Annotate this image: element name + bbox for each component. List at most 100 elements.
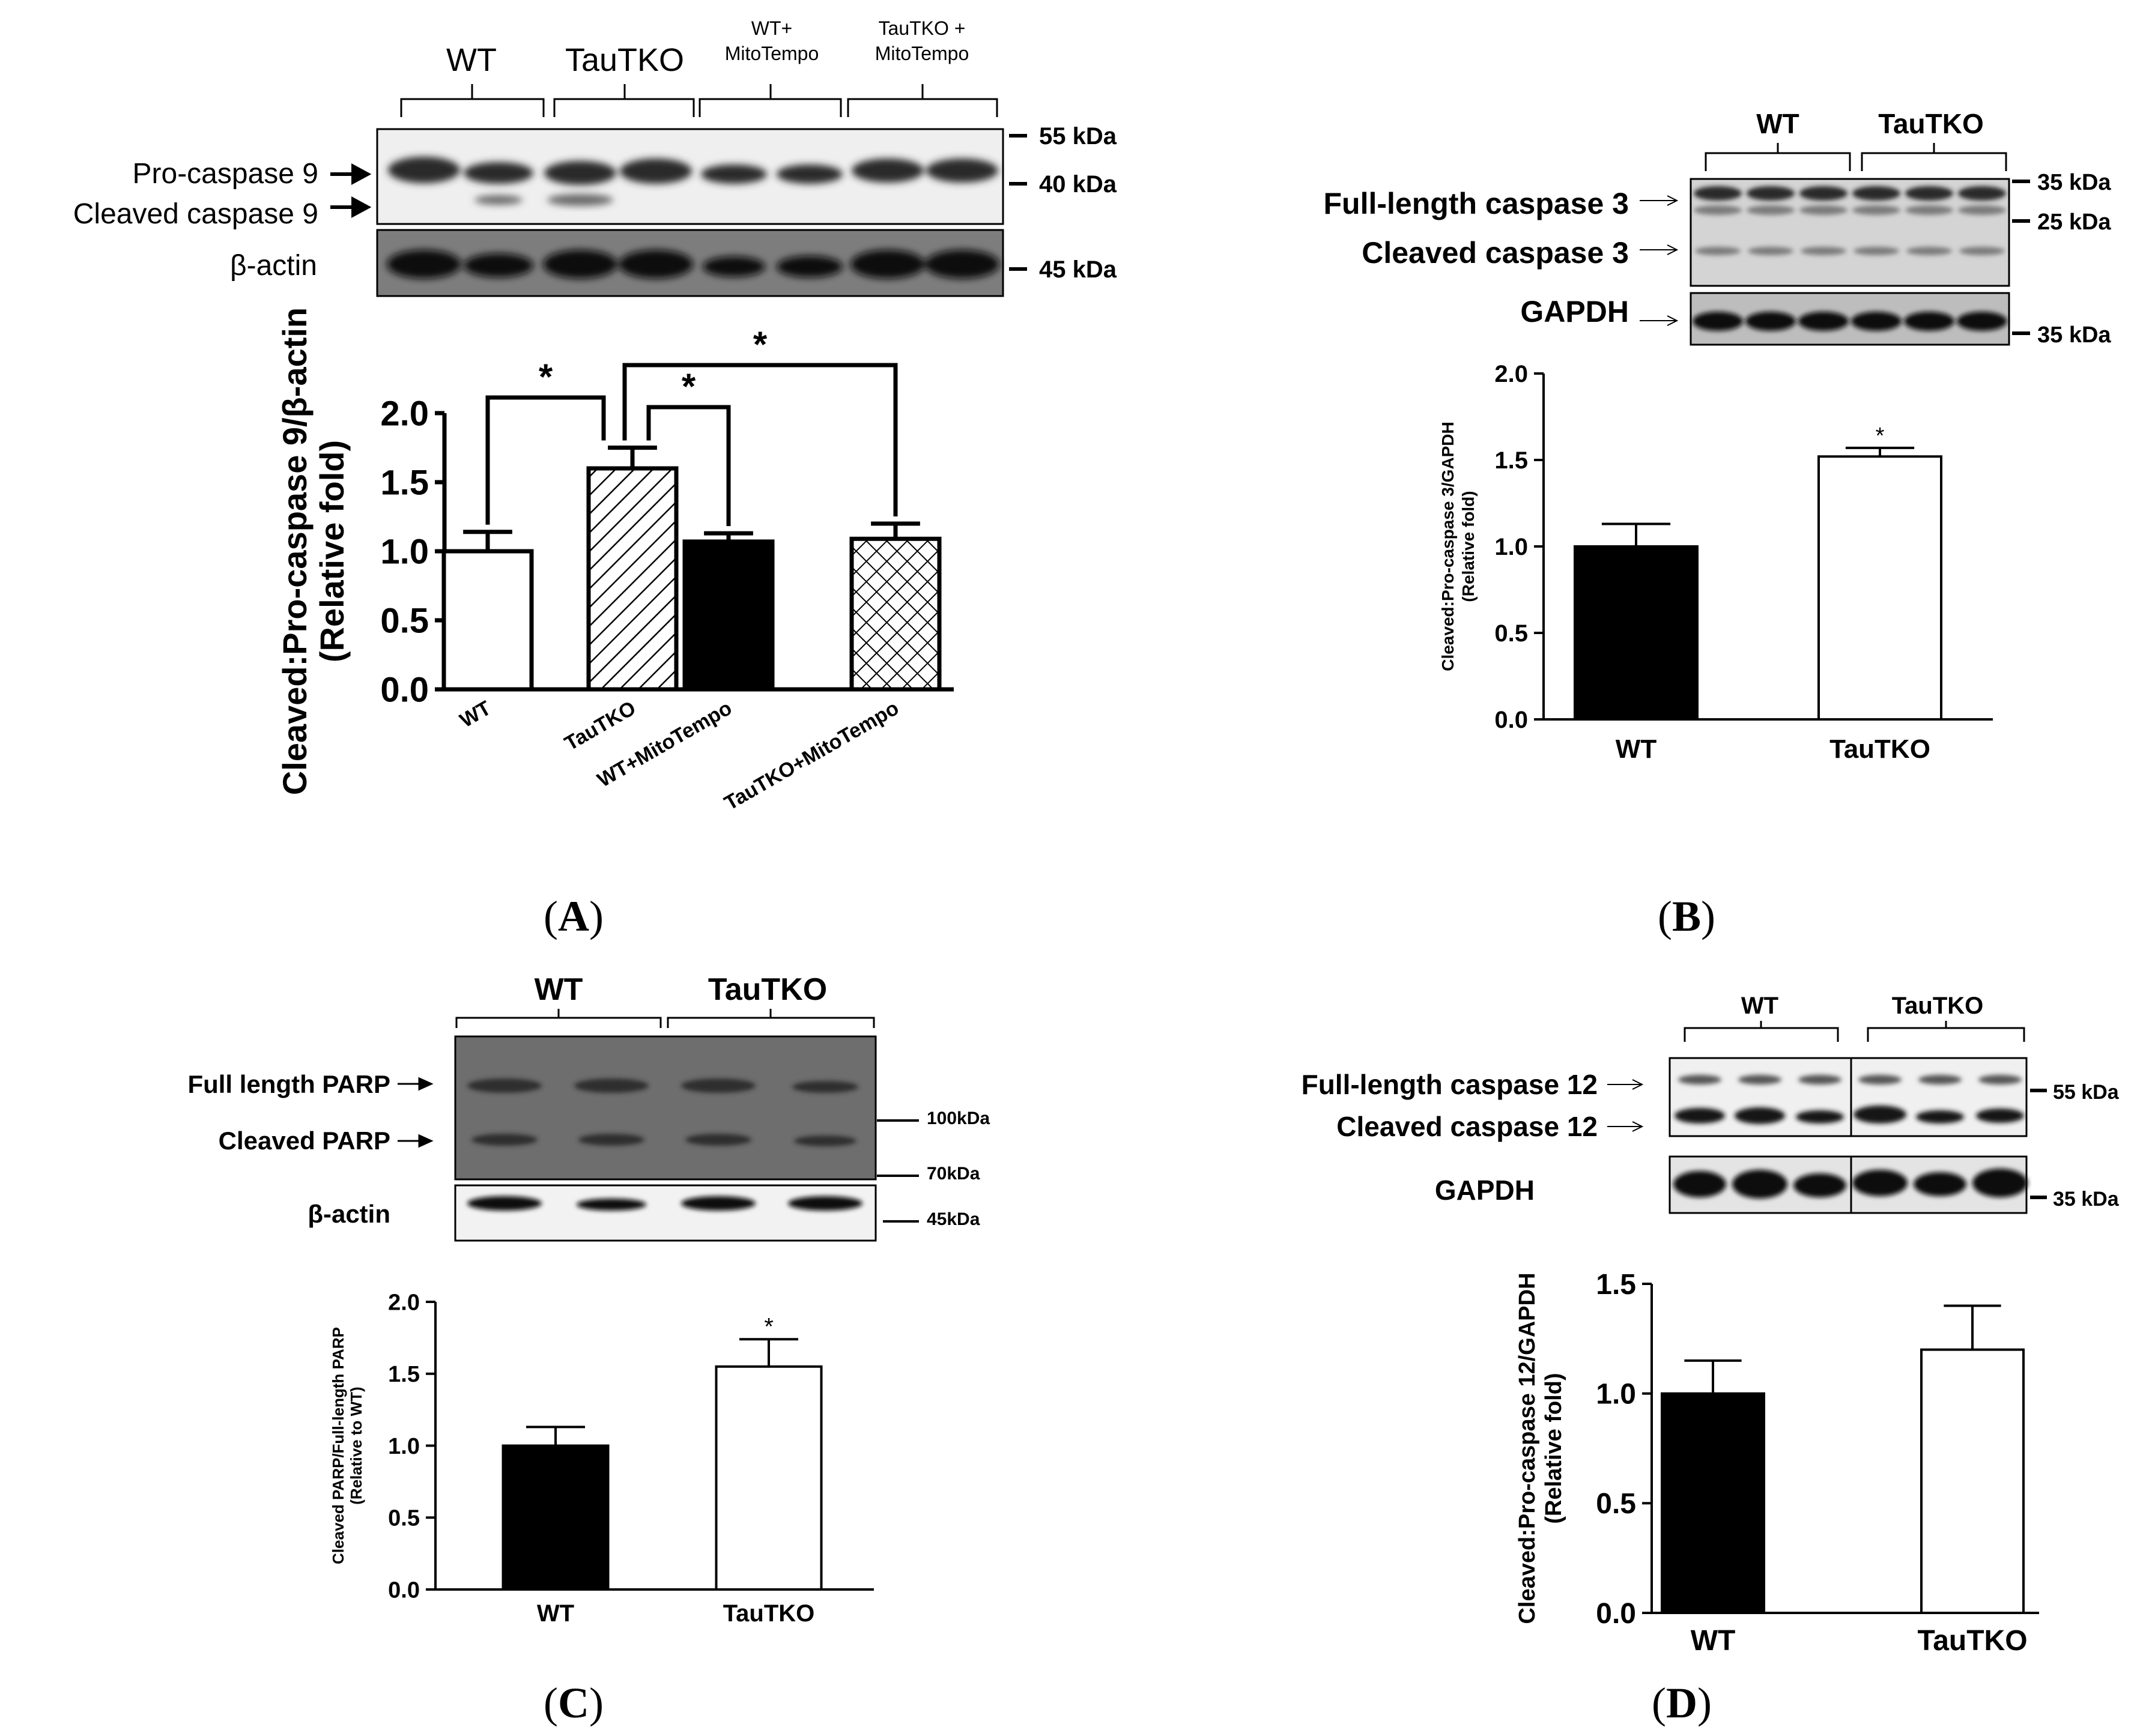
bar-wt xyxy=(441,549,534,692)
significance-bracket xyxy=(485,395,606,525)
group-label-tautko: TauTKO xyxy=(565,42,684,78)
label-full-length-parp: Full length PARP xyxy=(187,1070,390,1098)
bar-wt xyxy=(1574,545,1699,721)
blot-gapdh-d xyxy=(1669,1155,2028,1214)
y-axis-label: Cleaved PARP/Full-length PARP xyxy=(329,1327,347,1564)
y-axis-label: (Relative to WT) xyxy=(347,1387,365,1504)
label-full-length-caspase3: Full-length caspase 3 xyxy=(1324,187,1629,220)
caspase9-bands xyxy=(388,157,998,185)
panel-letter-d: (D) xyxy=(1652,1679,1712,1727)
y-tick-label: 0.0 xyxy=(1494,707,1528,733)
y-tick-label: 2.0 xyxy=(388,1290,420,1315)
y-tick-label: 0.5 xyxy=(380,601,429,640)
actin-bands-c xyxy=(467,1196,862,1211)
parp-bands xyxy=(467,1078,858,1146)
actin-bands-a xyxy=(387,250,999,279)
category-label: TauTKO xyxy=(1917,1625,2027,1657)
category-label: WT xyxy=(456,697,495,732)
y-axis-label: (Relative fold) xyxy=(1541,1373,1566,1523)
label-pro-caspase9: Pro-caspase 9 xyxy=(133,158,319,190)
y-tick-label: 0.5 xyxy=(1596,1488,1636,1520)
gapdh-bands-d xyxy=(1673,1169,2028,1199)
y-tick-label: 0.5 xyxy=(388,1506,420,1531)
bar-wt-mitotempo xyxy=(682,539,775,692)
marker-35kda-d: 35 kDa xyxy=(2053,1188,2120,1211)
label-cleaved-caspase12: Cleaved caspase 12 xyxy=(1336,1111,1598,1142)
significance-star: * xyxy=(539,357,553,397)
y-axis-label: Cleaved:Pro-caspase 9/β-actin xyxy=(276,307,314,795)
chart-c: 0.0 0.5 1.0 1.5 2.0 Cleaved PARP/Full-length … xyxy=(329,1290,874,1627)
y-tick-label: 0.0 xyxy=(388,1577,420,1603)
label-actin-c: β-actin xyxy=(308,1200,390,1228)
significance-star: * xyxy=(682,366,696,407)
y-axis-label: (Relative fold) xyxy=(1459,491,1478,602)
significance-star: * xyxy=(753,324,768,364)
bar-wt xyxy=(1661,1392,1765,1615)
y-tick-label: 1.0 xyxy=(388,1434,420,1459)
marker-55kda-d: 55 kDa xyxy=(2053,1081,2120,1104)
panel-letter-b: (B) xyxy=(1658,892,1715,940)
significance-bracket xyxy=(646,405,731,527)
y-tick-label: 1.5 xyxy=(380,463,429,502)
bar-tautko xyxy=(586,466,679,692)
group-label-tautko-mitotempo: TauTKO + MitoTempo xyxy=(875,17,969,64)
group-label-tautko-c: TauTKO xyxy=(708,972,827,1007)
gapdh-bands-b xyxy=(1693,312,2007,331)
chart-b: 0.0 0.5 1.0 1.5 2.0 Cleaved:Pro-caspase 3/GAP… xyxy=(1438,361,1993,764)
group-label-tautko-b: TauTKO xyxy=(1878,108,1983,139)
group-brackets xyxy=(400,84,998,117)
marker-25kda-b: 25 kDa xyxy=(2037,210,2111,235)
group-label-wt-d: WT xyxy=(1741,993,1778,1019)
significance-star: * xyxy=(764,1313,774,1340)
group-label-wt-b: WT xyxy=(1756,108,1799,139)
caspase12-bands xyxy=(1675,1105,2024,1124)
blot-caspase3 xyxy=(1690,178,2010,287)
bar-tautko xyxy=(1920,1348,2025,1615)
y-tick-label: 1.5 xyxy=(388,1362,420,1387)
significance-star: * xyxy=(1876,423,1885,449)
blot-actin-c xyxy=(454,1184,877,1242)
y-tick-label: 1.0 xyxy=(380,532,429,571)
panel-letter-c: (C) xyxy=(544,1679,604,1727)
category-label: TauTKO xyxy=(1829,734,1930,764)
y-tick-label: 1.5 xyxy=(1494,447,1528,474)
group-label-wt-c: WT xyxy=(535,972,583,1007)
blot-parp xyxy=(454,1035,877,1181)
y-axis-label: (Relative fold) xyxy=(313,440,351,662)
category-label: TauTKO xyxy=(723,1600,815,1627)
category-label: WT xyxy=(537,1600,574,1627)
panel-letter-a: (A) xyxy=(544,892,604,940)
label-gapdh-b: GAPDH xyxy=(1520,295,1629,328)
marker-45kda-a: 45 kDa xyxy=(1039,256,1117,283)
y-tick-label: 2.0 xyxy=(1494,361,1528,387)
category-label: WT xyxy=(1616,734,1657,764)
blot-gapdh-b xyxy=(1690,292,2010,346)
y-tick-label: 0.0 xyxy=(380,670,429,709)
bar-wt xyxy=(502,1444,610,1591)
group-label-wt: WT xyxy=(446,42,497,78)
label-cleaved-parp: Cleaved PARP xyxy=(219,1127,390,1155)
y-tick-label: 1.5 xyxy=(1596,1269,1636,1301)
group-label-tautko-d: TauTKO xyxy=(1892,993,1984,1019)
label-cleaved-caspase9: Cleaved caspase 9 xyxy=(73,198,318,230)
panel-c: WT TauTKO 100kDa 70kDa 45kDa Full length… xyxy=(187,972,990,1727)
marker-55kda-a: 55 kDa xyxy=(1039,123,1117,150)
label-actin-a: β-actin xyxy=(230,250,317,282)
panel-b: WT TauTKO 35 kDa 25 kDa 35 kDa xyxy=(1324,108,2112,940)
category-label: WT xyxy=(1691,1625,1736,1657)
y-tick-label: 2.0 xyxy=(380,394,429,433)
chart-d: 0.0 0.5 1.0 1.5 Cleaved:Pro-caspase 12/GAPDH… xyxy=(1515,1269,2039,1657)
marker-70kda-c: 70kDa xyxy=(927,1164,980,1184)
marker-40kda-a: 40 kDa xyxy=(1039,171,1117,198)
category-label: TauTKO xyxy=(561,697,640,755)
marker-35kda-b1: 35 kDa xyxy=(2037,170,2111,195)
y-axis-label: Cleaved:Pro-caspase 3/GAPDH xyxy=(1438,422,1457,671)
significance-bracket xyxy=(622,363,898,516)
marker-45kda-c: 45kDa xyxy=(927,1209,980,1229)
y-axis-label: Cleaved:Pro-caspase 12/GAPDH xyxy=(1515,1272,1540,1624)
bar-tautko-mitotempo xyxy=(849,536,942,692)
caspase3-bands xyxy=(1694,186,2006,201)
blot-caspase12 xyxy=(1669,1057,2028,1137)
group-label-wt-mitotempo: WT+ MitoTempo xyxy=(725,17,819,64)
